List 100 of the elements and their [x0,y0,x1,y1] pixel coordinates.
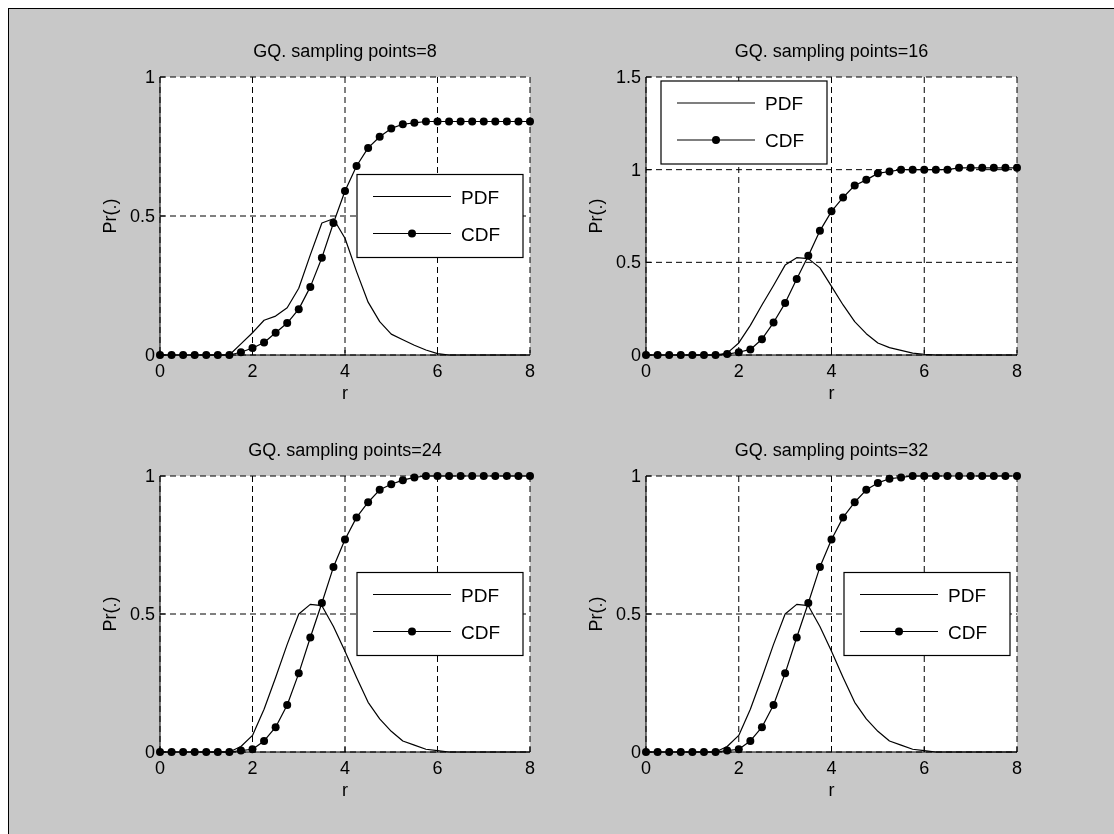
point [665,351,674,359]
x-tick-label: 2 [733,758,744,778]
point [862,485,871,494]
point [1013,163,1021,172]
point [955,163,964,172]
point [850,498,859,507]
point [179,748,188,756]
y-tick-label: 0 [144,345,155,365]
point [167,748,176,756]
point [688,748,697,756]
point [306,282,315,291]
point [699,748,708,756]
point [202,748,211,756]
x-tick-label: 2 [247,361,258,381]
y-tick-label: 0.5 [615,604,641,624]
point [862,175,871,184]
point [781,299,790,308]
x-tick-label: 2 [247,758,258,778]
point [421,472,430,480]
chart-title: GQ. sampling points=24 [248,440,442,460]
point [908,472,917,480]
point [190,748,199,756]
point [526,117,534,126]
point [908,165,917,174]
point [364,143,373,152]
point [978,163,987,172]
point [931,165,940,174]
x-tick-label: 2 [733,361,744,381]
point [699,351,708,359]
y-tick-label: 0.5 [615,252,641,273]
point [653,351,662,359]
point [885,474,894,483]
y-axis-title: Pr(.) [100,596,120,632]
point [514,472,523,480]
point [202,351,211,359]
point [456,472,465,480]
y-tick-label: 1 [144,466,155,486]
point [502,472,511,480]
point [676,748,685,756]
point [375,485,384,494]
legend-label: CDF [461,223,501,245]
point [502,117,511,126]
x-tick-label: 6 [919,758,930,778]
x-tick-label: 4 [339,758,351,778]
point [804,598,813,607]
point [734,745,743,754]
point [352,513,361,522]
point [410,473,419,482]
point [966,472,975,480]
point [966,163,975,172]
point [815,563,824,572]
x-tick-label: 6 [432,361,443,381]
point [329,563,338,572]
point [978,472,987,480]
point [711,351,720,359]
x-tick-label: 8 [524,758,536,778]
point [375,132,384,141]
point [769,318,778,327]
point [885,167,894,176]
point [711,748,720,756]
point [676,351,685,359]
point [873,478,882,487]
point [665,748,674,756]
point [260,338,269,347]
x-axis-title: r [828,780,835,800]
legend-label: PDF [948,584,986,606]
point [456,117,465,126]
y-tick-label: 0 [630,345,641,365]
point [1013,472,1021,480]
point [746,736,755,745]
x-axis-title: r [342,780,348,800]
point [317,253,326,262]
point [792,633,801,642]
point [213,351,222,359]
x-tick-label: 8 [1011,361,1023,381]
y-axis-title: Pr(.) [586,198,606,234]
point [271,328,280,337]
legend-label: PDF [765,93,803,114]
point [757,335,766,344]
point [526,472,534,480]
point [248,344,257,353]
point [1001,163,1010,172]
chart-title: GQ. sampling points=16 [734,41,929,61]
point [781,669,790,678]
legend-label: PDF [461,584,499,606]
point [943,472,952,480]
point [839,193,848,202]
x-axis-title: r [342,383,348,403]
x-tick-label: 4 [339,361,351,381]
point [398,120,407,129]
point [514,117,523,126]
x-tick-label: 8 [1011,758,1023,778]
y-axis-title: Pr(.) [586,596,606,632]
point [167,351,176,359]
x-tick-label: 4 [826,758,837,778]
point [283,701,292,710]
x-axis-title: r [828,383,835,403]
y-tick-label: 0 [144,742,155,762]
point [769,701,778,710]
point [341,186,349,195]
